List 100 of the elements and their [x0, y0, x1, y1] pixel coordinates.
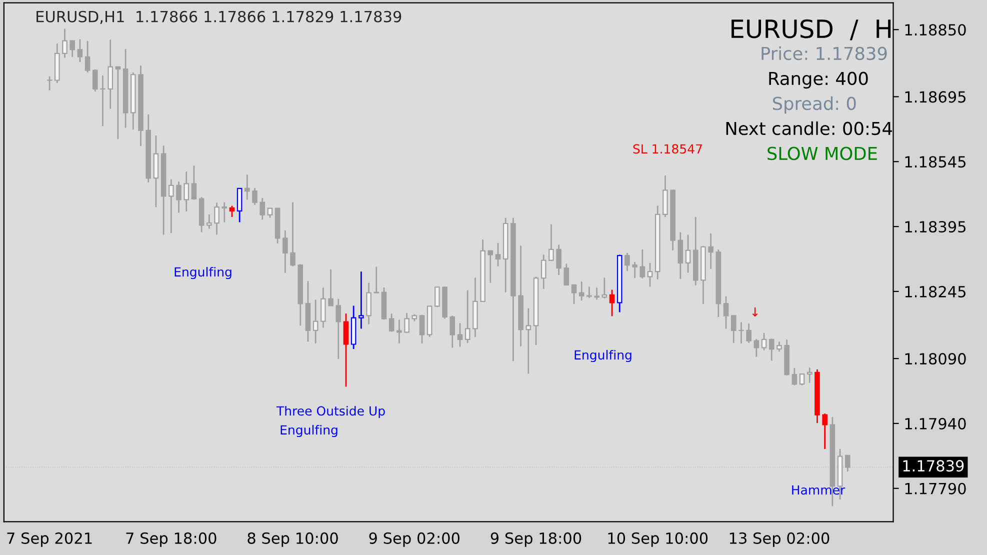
candlestick: [328, 268, 334, 306]
candlestick: [685, 234, 691, 274]
x-tick-label: 9 Sep 02:00: [369, 532, 460, 547]
annotation: Engulfing: [174, 266, 232, 280]
candlestick: [450, 314, 456, 348]
chart-title: EURUSD,H1 1.17866 1.17866 1.17829 1.17839: [36, 10, 402, 24]
candlestick: [191, 164, 197, 200]
candlestick: [799, 372, 805, 386]
candlestick: [84, 40, 90, 74]
candlestick: [404, 312, 410, 334]
annotation: Range: 400: [769, 72, 868, 89]
annotation: SL 1.18547: [633, 144, 702, 154]
y-tick-label: 1.17790: [905, 482, 966, 494]
candlestick: [214, 202, 220, 236]
candlestick: [746, 322, 752, 344]
candlestick: [548, 224, 554, 262]
candlestick: [526, 308, 532, 374]
candlestick: [176, 180, 182, 214]
candlestick: [571, 284, 577, 305]
candlestick: [282, 230, 288, 274]
candlestick: [320, 286, 326, 328]
candlestick: [70, 40, 75, 58]
candlestick: [236, 188, 242, 223]
y-tick-label: 1.18850: [905, 24, 966, 36]
candlestick: [260, 197, 266, 220]
candlestick: [609, 289, 615, 317]
candlestick: [388, 312, 394, 332]
x-tick-label: 9 Sep 18:00: [490, 532, 582, 547]
y-tick-label: 1.17940: [905, 418, 966, 430]
candlestick: [488, 250, 494, 284]
candlestick: [358, 270, 364, 330]
candlestick: [108, 38, 114, 110]
candlestick: [586, 286, 592, 299]
candlestick: [556, 244, 562, 276]
candlestick: [768, 338, 774, 362]
candlestick: [419, 314, 425, 344]
candlestick: [312, 298, 318, 344]
annotation: EURUSD / H: [732, 19, 891, 40]
candlestick: [844, 454, 850, 472]
y-tick-label: 1.18545: [905, 156, 966, 168]
candlestick: [730, 314, 736, 344]
y-tick-label: 1.18245: [905, 286, 966, 298]
candlestick: [640, 248, 646, 280]
candlestick: [168, 178, 174, 234]
x-tick-label: 7 Sep 2021: [7, 532, 92, 547]
annotation: Three Outside Up: [276, 406, 385, 418]
candlestick: [464, 289, 470, 344]
candlestick: [594, 286, 600, 300]
y-tick-label: 1.18395: [905, 220, 966, 233]
candlestick: [396, 318, 402, 344]
candlestick: [678, 231, 684, 280]
x-tick-label: 10 Sep 10:00: [608, 532, 708, 547]
candlestick: [723, 296, 729, 330]
candlestick: [792, 367, 798, 386]
x-tick-label: 8 Sep 10:00: [248, 532, 338, 547]
candlestick: [252, 187, 258, 206]
annotation: Engulfing: [574, 350, 632, 362]
candlestick: [206, 214, 212, 230]
x-tick-label: 13 Sep 02:00: [730, 532, 830, 547]
candlestick: [100, 74, 106, 127]
annotation: Hammer: [792, 485, 846, 495]
candlestick: [624, 252, 630, 272]
candlestick: [184, 170, 190, 212]
annotation: ↓: [752, 307, 758, 316]
candlestick: [578, 280, 584, 302]
candlestick: [602, 276, 608, 300]
candlestick: [92, 68, 98, 92]
candlestick: [434, 286, 440, 308]
candlestick: [754, 338, 760, 358]
candlestick: [806, 366, 812, 384]
candlestick: [632, 261, 638, 279]
ref-line-label: 1.17839: [903, 460, 964, 472]
candlestick: [46, 76, 52, 91]
candlestick: [495, 242, 501, 268]
candlestick: [244, 174, 250, 200]
candlestick: [290, 202, 296, 268]
candlestick: [62, 28, 68, 58]
candlestick: [564, 263, 570, 286]
candlestick: [343, 312, 349, 388]
candlestick: [761, 332, 767, 352]
candlestick: [366, 282, 372, 326]
candlestick: [374, 266, 380, 294]
candlestick: [738, 321, 744, 344]
candlestick: [222, 202, 228, 223]
candlestick: [647, 262, 653, 288]
annotation: Spread: 0: [772, 96, 856, 114]
x-tick-label: 7 Sep 18:00: [126, 532, 216, 547]
candlestick: [229, 205, 235, 218]
candlestick: [776, 340, 782, 352]
candlestick: [708, 232, 714, 270]
annotation: Engulfing: [280, 424, 338, 438]
candlestick: [457, 322, 463, 348]
candlestick: [336, 298, 342, 360]
annotation: Next candle: 00:54: [726, 121, 892, 136]
annotation: Price: 1.17839: [762, 46, 887, 60]
y-tick-label: 1.18090: [905, 353, 966, 365]
candlestick: [115, 66, 121, 140]
candlestick: [540, 254, 546, 290]
candlestick: [77, 38, 83, 63]
annotation: SLOW MODE: [768, 146, 877, 160]
